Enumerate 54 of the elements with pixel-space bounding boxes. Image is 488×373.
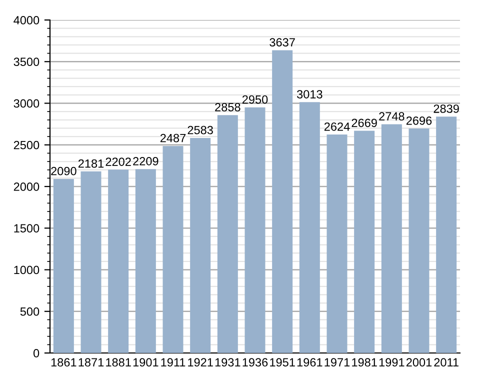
y-tick-label: 2500 xyxy=(14,140,40,150)
data-label: 2696 xyxy=(406,116,432,125)
data-label: 2209 xyxy=(133,157,158,166)
x-tick-label: 1861 xyxy=(51,358,76,367)
bar xyxy=(108,170,129,353)
bar xyxy=(135,169,156,353)
data-label: 2202 xyxy=(106,158,131,166)
y-tick-label: 1500 xyxy=(14,224,40,233)
bar xyxy=(381,124,402,353)
y-tick-label: 500 xyxy=(20,307,40,316)
data-label: 3013 xyxy=(296,90,322,98)
bar xyxy=(272,50,293,353)
data-label: 2487 xyxy=(160,134,186,142)
data-label: 3637 xyxy=(270,38,295,46)
data-label: 2090 xyxy=(51,166,76,176)
y-tick-label: 4000 xyxy=(14,16,40,24)
y-tick-label: 1000 xyxy=(14,266,40,274)
bar xyxy=(408,128,430,353)
x-tick-label: 1971 xyxy=(324,358,350,367)
x-tick-label: 2011 xyxy=(434,358,458,367)
x-tick-label: 1961 xyxy=(297,358,322,367)
x-tick-label: 1871 xyxy=(78,358,104,367)
bar xyxy=(299,102,320,353)
x-tick-label: 2001 xyxy=(406,358,432,367)
y-tick-label: 2000 xyxy=(14,182,40,191)
data-label: 2950 xyxy=(242,95,268,104)
bar xyxy=(80,171,102,353)
x-tick-label: 1931 xyxy=(215,358,240,367)
bar xyxy=(354,130,375,353)
data-label: 2839 xyxy=(434,104,459,113)
x-tick-label: 1881 xyxy=(106,358,131,367)
data-label: 2748 xyxy=(379,112,404,121)
x-tick-label: 1911 xyxy=(161,358,186,367)
data-label: 2669 xyxy=(352,118,377,128)
data-label: 2181 xyxy=(78,159,104,168)
x-tick-label: 1981 xyxy=(352,358,377,367)
y-tick-label: 0 xyxy=(33,349,40,358)
bar xyxy=(217,115,238,353)
x-tick-label: 1991 xyxy=(379,358,404,367)
data-label: 2858 xyxy=(215,102,240,112)
data-label: 2624 xyxy=(324,122,350,131)
bar xyxy=(190,138,211,353)
bar xyxy=(326,134,348,353)
bar xyxy=(53,179,74,353)
x-tick-label: 1921 xyxy=(188,358,213,367)
bar xyxy=(162,146,184,353)
y-tick-label: 3000 xyxy=(14,99,40,108)
y-tick-label: 3500 xyxy=(14,58,40,66)
data-label: 2583 xyxy=(188,126,213,134)
bar xyxy=(436,116,457,353)
x-tick-label: 1936 xyxy=(242,358,268,367)
bar xyxy=(244,107,266,353)
x-tick-label: 1951 xyxy=(270,358,295,367)
x-tick-label: 1901 xyxy=(133,358,158,367)
